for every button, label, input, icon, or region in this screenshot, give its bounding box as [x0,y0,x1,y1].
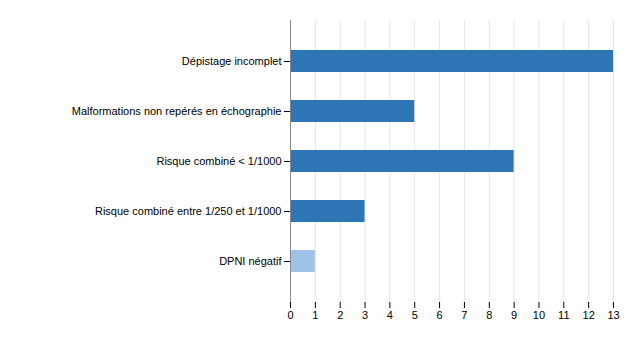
svg-text:12: 12 [583,309,595,321]
svg-text:Dépistage incomplet: Dépistage incomplet [182,55,282,67]
svg-text:2: 2 [337,309,343,321]
svg-text:11: 11 [558,309,569,321]
svg-text:5: 5 [412,309,418,321]
svg-text:Malformations non repérés en é: Malformations non repérés en échographie [72,105,282,117]
svg-text:8: 8 [486,309,492,321]
svg-text:Risque combiné < 1/1000: Risque combiné < 1/1000 [156,155,281,167]
svg-text:10: 10 [533,309,545,321]
svg-text:6: 6 [437,309,443,321]
svg-text:9: 9 [511,309,517,321]
svg-text:7: 7 [461,309,467,321]
svg-text:0: 0 [287,309,293,321]
svg-text:4: 4 [387,309,393,321]
svg-text:Risque combiné entre 1/250 et: Risque combiné entre 1/250 et 1/1000 [95,205,282,217]
svg-text:13: 13 [607,309,619,321]
svg-text:1: 1 [312,309,318,321]
svg-text:DPNI négatif: DPNI négatif [219,255,282,267]
svg-text:3: 3 [362,309,368,321]
